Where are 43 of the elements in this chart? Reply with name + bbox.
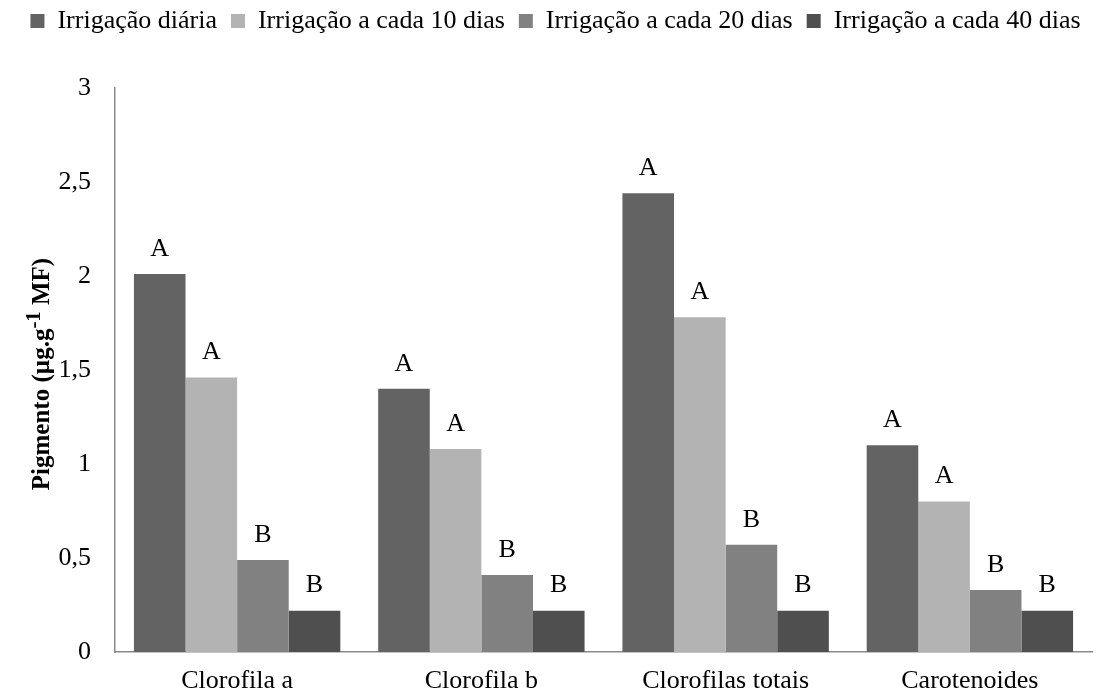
data-label: B (1038, 569, 1056, 599)
legend-label: Irrigação diária (57, 4, 218, 34)
data-label: B (305, 569, 324, 599)
legend-label: Irrigação a cada 40 dias (833, 4, 1081, 34)
bar (1021, 610, 1074, 652)
x-tick-label: Clorofila b (424, 665, 539, 695)
data-label: B (794, 569, 812, 599)
y-tick-label: 3 (78, 71, 91, 101)
bar (378, 388, 430, 652)
data-label: B (742, 503, 761, 533)
data-label: B (254, 518, 272, 548)
x-tick-label: Clorofila a (181, 665, 294, 695)
data-label: B (987, 548, 1005, 578)
bar (288, 610, 341, 652)
x-tick-label: Clorofilas totais (642, 665, 810, 695)
y-tick-label: 1,5 (58, 353, 91, 383)
bar (918, 501, 970, 652)
bar (622, 193, 675, 652)
data-label: A (638, 152, 658, 182)
data-label: A (394, 347, 414, 377)
legend-label: Irrigação a cada 10 dias (257, 4, 505, 34)
data-label: A (201, 336, 221, 366)
y-tick-label: 0,5 (58, 541, 91, 571)
data-label: B (498, 533, 516, 563)
y-tick-label: 2,5 (58, 165, 91, 195)
data-label: A (934, 460, 954, 490)
y-tick-label: 0 (78, 635, 91, 665)
x-tick-label: Carotenoides (901, 665, 1039, 695)
y-tick-label: 1 (78, 447, 91, 477)
data-label: A (883, 404, 903, 434)
data-label: A (690, 276, 710, 306)
legend-label: Irrigação a cada 20 dias (545, 4, 793, 34)
bar (674, 317, 726, 652)
bar (866, 445, 919, 652)
bar (133, 274, 186, 652)
data-label: B (550, 569, 568, 599)
bar (185, 377, 238, 652)
data-label: A (150, 232, 170, 262)
bar (532, 610, 585, 652)
y-tick-label: 2 (78, 259, 91, 289)
bar (429, 448, 482, 652)
bar (777, 610, 829, 652)
data-label: A (446, 407, 466, 437)
